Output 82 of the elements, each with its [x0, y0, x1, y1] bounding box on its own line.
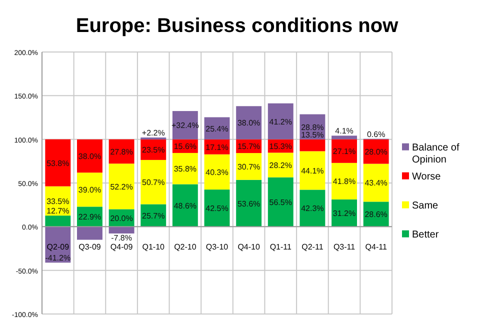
x-tick-label: Q4-11 — [365, 242, 388, 252]
chart-title: Europe: Business conditions now — [76, 15, 399, 37]
data-label: 52.2% — [110, 182, 133, 192]
data-label: 42.5% — [206, 204, 228, 214]
bar — [236, 153, 262, 180]
legend-label: Better — [412, 229, 440, 240]
x-tick-label: Q3-10 — [206, 242, 229, 252]
x-tick-label: Q2-09 — [46, 242, 70, 252]
bar — [268, 177, 294, 227]
x-tick-label: Q4-10 — [238, 242, 260, 252]
bar — [108, 226, 134, 234]
x-tick-label: Q2-11 — [302, 242, 324, 252]
data-label: 28.0% — [364, 148, 388, 157]
bar — [300, 151, 326, 190]
legend-label: Same — [412, 200, 439, 212]
data-label: 4.1% — [335, 126, 354, 136]
data-label: 48.6% — [174, 201, 197, 210]
bar — [300, 190, 326, 227]
data-label: 15.7% — [237, 142, 260, 152]
bar — [236, 106, 262, 140]
bar — [268, 152, 294, 178]
bar — [268, 103, 294, 140]
data-label: 27.8% — [110, 147, 133, 156]
x-tick-label: Q3-11 — [333, 242, 356, 252]
x-tick-label: Q1-10 — [142, 242, 166, 252]
bar — [77, 172, 102, 207]
bar — [363, 164, 389, 202]
data-label: 41.2% — [269, 117, 292, 126]
legend-label: Balance of Opinion — [412, 142, 460, 166]
bar — [45, 139, 71, 186]
data-label: 12.7% — [46, 206, 70, 216]
bar — [140, 160, 166, 204]
data-label: 13.5% — [301, 130, 324, 140]
bar — [77, 139, 102, 173]
bar — [45, 216, 71, 227]
data-label: 38.0% — [78, 152, 102, 162]
legend-label: Worse — [412, 171, 442, 182]
data-label: -41.2% — [45, 254, 71, 263]
data-label: 25.4% — [206, 124, 228, 134]
data-label: 23.5% — [142, 146, 165, 155]
data-label: 15.3% — [269, 142, 292, 152]
bar — [236, 180, 262, 227]
data-label: 50.7% — [142, 178, 165, 188]
bar — [172, 152, 198, 184]
bar — [172, 184, 198, 227]
data-label: 40.3% — [206, 168, 228, 177]
data-label: 28.2% — [269, 161, 292, 170]
data-label: 43.4% — [364, 178, 388, 188]
data-label: 15.6% — [174, 142, 197, 152]
data-label: 20.0% — [110, 214, 133, 223]
data-label: 41.8% — [332, 177, 356, 186]
data-label: 25.7% — [142, 211, 165, 220]
data-label: 28.6% — [364, 210, 388, 220]
x-tick-label: Q4-09 — [110, 242, 134, 252]
data-label: 28.8% — [301, 122, 324, 132]
bar — [332, 162, 357, 200]
data-label: 33.5% — [46, 196, 70, 206]
bar — [108, 164, 134, 210]
data-label: +2.2% — [142, 128, 165, 138]
bar — [332, 136, 357, 140]
data-label: 53.8% — [46, 158, 70, 168]
data-label: 31.2% — [332, 209, 356, 218]
data-label: -7.8% — [111, 233, 132, 242]
data-label: 0.6% — [366, 130, 386, 139]
data-label: 38.0% — [237, 118, 260, 128]
x-tick-label: Q1-11 — [270, 242, 292, 252]
data-label: 39.0% — [78, 186, 102, 195]
data-label: 53.6% — [237, 199, 260, 208]
data-label: 17.1% — [206, 142, 228, 152]
data-label: 44.1% — [301, 166, 324, 176]
data-label: 27.1% — [332, 147, 356, 156]
bar — [332, 139, 357, 163]
x-tick-label: Q2-10 — [174, 242, 197, 252]
data-label: 30.7% — [237, 162, 260, 172]
x-tick-label: Q3-09 — [78, 242, 102, 252]
bar — [300, 139, 326, 152]
data-label: 35.8% — [174, 164, 197, 174]
bar — [77, 226, 102, 240]
data-label: 56.5% — [269, 198, 292, 207]
data-label: 42.3% — [301, 204, 324, 214]
bar — [204, 154, 230, 190]
data-label: 22.9% — [78, 212, 102, 222]
